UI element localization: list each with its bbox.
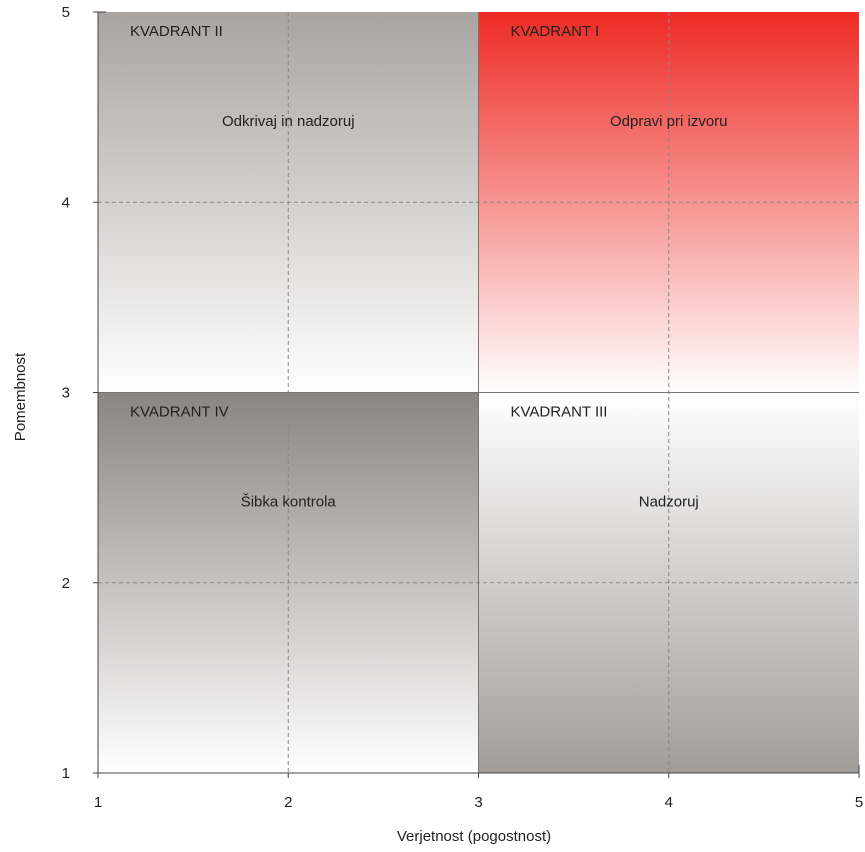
quadrant-q1-label: Odpravi pri izvoru [610,113,728,130]
quadrant-q3-label: Nadzoruj [639,494,699,511]
quadrant-q4-label: Šibka kontrola [241,494,337,511]
y-axis-title: Pomembnost [12,352,29,441]
quadrant-q2-title: KVADRANT II [130,23,223,40]
y-tick-label: 5 [62,4,70,21]
x-axis-title: Verjetnost (pogostnost) [397,828,551,845]
quadrant-q1-title: KVADRANT I [511,23,600,40]
quadrant-q3-title: KVADRANT III [511,404,608,421]
x-tick-label: 5 [855,794,863,811]
quadrant-q4-title: KVADRANT IV [130,404,229,421]
x-tick-label: 4 [665,794,673,811]
text-layer: KVADRANT I Odpravi pri izvoru KVADRANT II O… [130,23,728,511]
x-tick-label: 3 [474,794,482,811]
y-tick-label: 2 [62,575,70,592]
grid-layer [98,12,859,773]
y-tick-label: 1 [62,765,70,782]
x-tick-label: 2 [284,794,292,811]
axis-layer: 1 2 3 4 5 1 2 3 4 5 [62,4,864,811]
y-tick-label: 3 [62,385,70,402]
quadrant-q2-label: Odkrivaj in nadzoruj [222,113,355,130]
y-tick-label: 4 [62,194,70,211]
x-tick-label: 1 [94,794,102,811]
